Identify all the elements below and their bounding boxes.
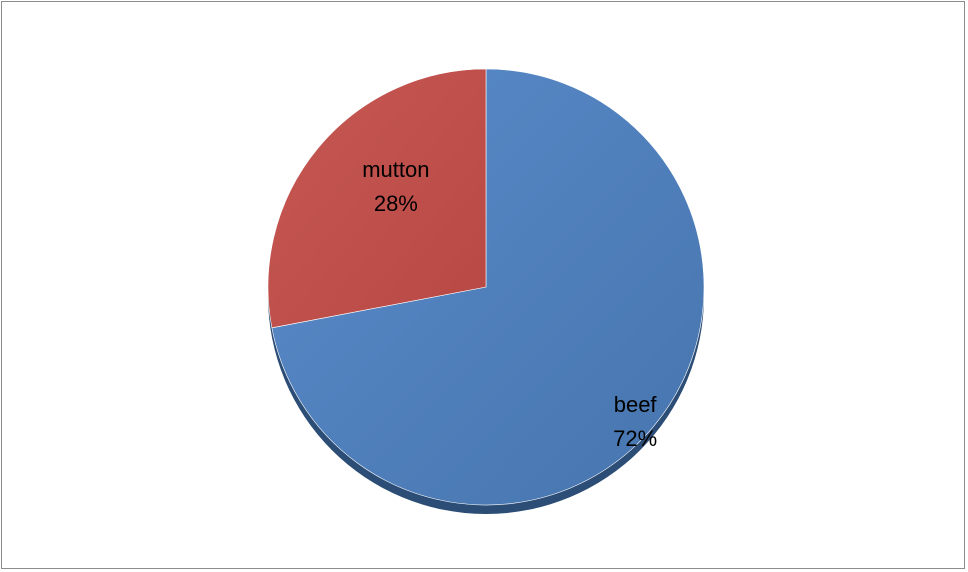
slice-label-mutton: mutton: [362, 157, 429, 182]
pie-labels: beef 72% mutton 28%: [362, 157, 657, 451]
pie-slices: [267, 68, 705, 506]
slice-percent-mutton: 28%: [374, 191, 418, 216]
pie-slice-mutton[interactable]: [267, 68, 487, 329]
slice-percent-beef: 72%: [613, 426, 657, 451]
pie-slice-beef[interactable]: [271, 68, 705, 506]
slice-label-beef: beef: [614, 392, 658, 417]
